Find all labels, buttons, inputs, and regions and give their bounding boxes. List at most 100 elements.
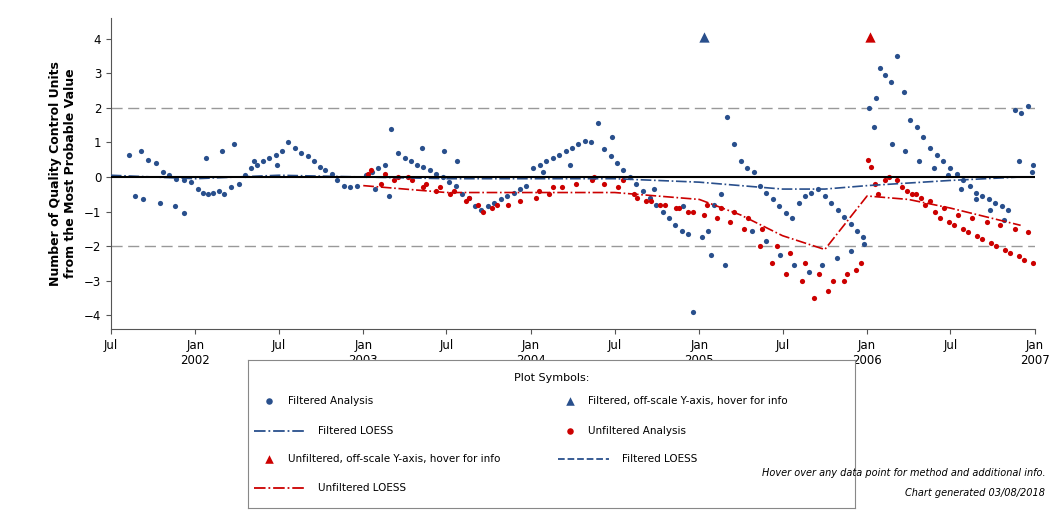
Point (460, 194, 477, 202)
Point (902, 116, 919, 124)
Point (777, 269, 794, 278)
Point (586, 173, 603, 181)
Point (725, 207, 742, 215)
Point (647, 200, 664, 209)
Point (418, 180, 435, 188)
Point (671, 204, 687, 212)
Point (968, 195, 985, 204)
Point (935, 157, 951, 166)
Point (280, 138, 297, 147)
Point (628, 180, 645, 188)
Point (190, 185, 207, 193)
Point (926, 207, 943, 215)
Y-axis label: Number of Quality Control Units
from the Most Probable Value: Number of Quality Control Units from the… (49, 61, 77, 286)
Point (194, 189, 211, 197)
Point (983, 238, 1000, 247)
Point (243, 164, 260, 172)
Point (366, 185, 383, 193)
Point (926, 164, 943, 172)
Point (713, 190, 730, 198)
Point (777, 209, 794, 218)
Point (987, 199, 1004, 207)
Point (558, 147, 574, 155)
Text: Filtered LOESS: Filtered LOESS (622, 454, 697, 464)
Point (889, 52, 906, 60)
Point (838, 269, 855, 278)
Point (441, 190, 458, 198)
Point (216, 190, 233, 198)
Point (460, 194, 477, 202)
Point (299, 152, 316, 161)
Point (843, 247, 860, 255)
X-axis label: Date Sample was Analyzed by Laboratory: Date Sample was Analyzed by Laboratory (417, 373, 729, 386)
Point (752, 181, 769, 190)
Point (997, 246, 1014, 254)
Point (911, 157, 928, 166)
Point (861, 104, 878, 112)
Point (945, 221, 962, 229)
Point (518, 181, 535, 190)
Point (974, 192, 991, 200)
Point (684, 207, 701, 215)
Text: Plot Symbols:: Plot Symbols: (514, 373, 589, 383)
Point (732, 157, 749, 166)
Point (625, 190, 642, 198)
Point (667, 204, 684, 212)
Point (286, 143, 303, 152)
Point (863, 163, 880, 171)
Point (646, 185, 663, 193)
Point (446, 186, 463, 195)
Point (435, 147, 452, 155)
Point (852, 259, 869, 267)
Point (810, 185, 827, 193)
Point (561, 161, 578, 169)
Point (941, 218, 958, 226)
Point (652, 200, 668, 209)
Point (545, 183, 562, 192)
Point (955, 176, 972, 184)
Point (248, 161, 265, 169)
Point (796, 259, 813, 267)
Point (328, 176, 345, 184)
Point (735, 225, 752, 233)
Point (261, 397, 278, 406)
Point (505, 189, 522, 197)
Point (964, 214, 981, 223)
Point (133, 147, 150, 155)
Point (743, 226, 760, 235)
Point (348, 181, 365, 190)
Point (866, 123, 883, 131)
Point (1011, 157, 1027, 166)
Point (486, 199, 503, 207)
Point (867, 180, 884, 188)
Point (589, 119, 606, 127)
Point (274, 147, 290, 155)
Point (719, 112, 736, 121)
Point (725, 140, 742, 148)
Point (357, 171, 374, 179)
Point (806, 294, 823, 302)
Point (978, 218, 995, 226)
Point (974, 235, 991, 243)
Point (654, 207, 671, 215)
Point (790, 199, 807, 207)
Point (955, 225, 972, 233)
Point (855, 240, 872, 249)
Point (377, 169, 394, 178)
Point (903, 190, 920, 198)
Point (362, 166, 379, 174)
Point (699, 226, 716, 235)
Point (621, 173, 638, 181)
Point (413, 143, 430, 152)
Point (1024, 161, 1041, 169)
Point (492, 195, 509, 204)
Point (577, 137, 593, 145)
Point (341, 183, 358, 192)
Point (161, 171, 177, 179)
Point (765, 195, 781, 204)
Point (151, 199, 168, 207)
Point (763, 259, 780, 267)
Point (237, 171, 253, 179)
Point (1020, 228, 1037, 236)
Point (967, 189, 984, 197)
